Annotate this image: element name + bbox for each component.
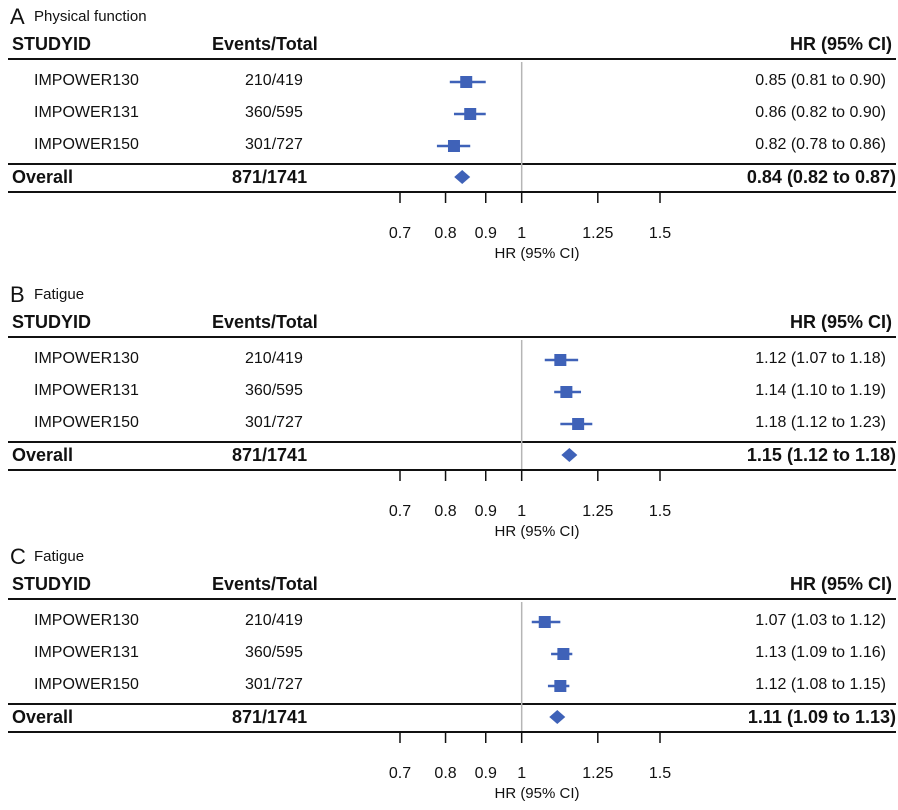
axis-tick-label: 0.7 [389, 225, 411, 242]
header-events-total: Events/Total [212, 574, 318, 594]
forest-panel-c: C Fatigue STUDYID Events/Total HR (95% C… [0, 540, 898, 810]
bottom-rule [8, 731, 896, 733]
forest-plot-area: 0.7 0.8 0.9 1 1.25 1.5 HR (95% CI) [389, 602, 671, 802]
overall-rule [8, 163, 896, 165]
events-total: 301/727 [245, 676, 303, 693]
hr-ci-label: 1.07 (1.03 to 1.12) [755, 612, 886, 629]
point-estimate-square [447, 140, 460, 152]
axis-tick-label: 0.7 [389, 765, 411, 782]
forest-panel-b: B Fatigue STUDYID Events/Total HR (95% C… [0, 278, 898, 548]
hr-ci-label: 1.18 (1.12 to 1.23) [755, 414, 886, 431]
study-name: IMPOWER131 [34, 104, 139, 121]
panel-letter: B [10, 282, 25, 307]
overall-events-total: 871/1741 [232, 445, 308, 465]
events-total: 301/727 [245, 136, 303, 153]
axis-tick-label: 1.25 [582, 765, 613, 782]
panel-letter: C [10, 544, 26, 569]
header-studyid: STUDYID [12, 574, 92, 594]
study-name: IMPOWER130 [34, 612, 139, 629]
forest-plot-area: 0.7 0.8 0.9 1 1.25 1.5 HR (95% CI) [389, 62, 671, 262]
study-name: IMPOWER150 [34, 676, 139, 693]
overall-diamond [549, 710, 566, 724]
axis-label: HR (95% CI) [494, 245, 579, 262]
overall-rule [8, 703, 896, 705]
axis-tick-label: 1.25 [582, 503, 613, 520]
events-total: 210/419 [245, 612, 303, 629]
header-studyid: STUDYID [12, 34, 92, 54]
point-estimate-square [554, 354, 567, 366]
hr-ci-label: 1.12 (1.07 to 1.18) [755, 350, 886, 367]
study-name: IMPOWER130 [34, 350, 139, 367]
point-estimate-square [554, 680, 567, 692]
panel-title: Fatigue [34, 286, 85, 303]
hr-ci-label: 1.14 (1.10 to 1.19) [755, 382, 886, 399]
axis-tick-label: 0.9 [475, 765, 497, 782]
axis-tick-label: 1.5 [649, 765, 671, 782]
axis-tick-label: 0.7 [389, 503, 411, 520]
hr-ci-label: 1.12 (1.08 to 1.15) [755, 676, 886, 693]
events-total: 210/419 [245, 350, 303, 367]
forest-panel-a: A Physical function STUDYID Events/Total… [0, 0, 898, 270]
axis-tick-label: 1 [517, 503, 526, 520]
point-estimate-square [538, 616, 551, 628]
study-name: IMPOWER131 [34, 382, 139, 399]
events-total: 360/595 [245, 382, 303, 399]
events-total: 360/595 [245, 104, 303, 121]
point-estimate-square [572, 418, 585, 430]
axis-tick-label: 0.9 [475, 503, 497, 520]
header-rule [8, 58, 896, 60]
bottom-rule [8, 191, 896, 193]
point-estimate-square [464, 108, 477, 120]
study-name: IMPOWER150 [34, 414, 139, 431]
study-name: IMPOWER130 [34, 72, 139, 89]
point-estimate-square [560, 386, 573, 398]
forest-plot-area: 0.7 0.8 0.9 1 1.25 1.5 HR (95% CI) [389, 340, 671, 540]
header-studyid: STUDYID [12, 312, 92, 332]
overall-rule [8, 441, 896, 443]
hr-ci-label: 0.85 (0.81 to 0.90) [755, 72, 886, 89]
overall-hr-ci-label: 1.15 (1.12 to 1.18) [746, 445, 896, 465]
header-hr: HR (95% CI) [789, 34, 892, 54]
hr-ci-label: 0.86 (0.82 to 0.90) [755, 104, 886, 121]
axis-tick-label: 0.8 [434, 765, 456, 782]
point-estimate-square [557, 648, 570, 660]
events-total: 210/419 [245, 72, 303, 89]
header-hr: HR (95% CI) [789, 574, 892, 594]
hr-ci-label: 0.82 (0.78 to 0.86) [755, 136, 886, 153]
axis-tick-label: 1.5 [649, 503, 671, 520]
events-total: 360/595 [245, 644, 303, 661]
panel-letter: A [10, 4, 25, 29]
overall-events-total: 871/1741 [232, 707, 308, 727]
study-name: IMPOWER150 [34, 136, 139, 153]
overall-hr-ci-label: 1.11 (1.09 to 1.13) [747, 707, 896, 727]
header-events-total: Events/Total [212, 34, 318, 54]
axis-label: HR (95% CI) [494, 523, 579, 540]
axis-tick-label: 0.8 [434, 225, 456, 242]
hr-ci-label: 1.13 (1.09 to 1.16) [755, 644, 886, 661]
overall-label: Overall [12, 445, 74, 465]
overall-diamond [454, 170, 471, 184]
panel-title: Fatigue [34, 548, 85, 565]
overall-label: Overall [12, 167, 74, 187]
header-hr: HR (95% CI) [789, 312, 892, 332]
axis-tick-label: 1 [517, 225, 526, 242]
axis-tick-label: 0.9 [475, 225, 497, 242]
overall-diamond [561, 448, 578, 462]
bottom-rule [8, 469, 896, 471]
axis-tick-label: 1.25 [582, 225, 613, 242]
axis-label: HR (95% CI) [494, 785, 579, 802]
overall-events-total: 871/1741 [232, 167, 308, 187]
header-events-total: Events/Total [212, 312, 318, 332]
header-rule [8, 598, 896, 600]
axis-tick-label: 0.8 [434, 503, 456, 520]
overall-hr-ci-label: 0.84 (0.82 to 0.87) [746, 167, 896, 187]
overall-label: Overall [12, 707, 74, 727]
axis-tick-label: 1 [517, 765, 526, 782]
events-total: 301/727 [245, 414, 303, 431]
point-estimate-square [460, 76, 473, 88]
panel-title: Physical function [34, 8, 147, 25]
header-rule [8, 336, 896, 338]
study-name: IMPOWER131 [34, 644, 139, 661]
axis-tick-label: 1.5 [649, 225, 671, 242]
